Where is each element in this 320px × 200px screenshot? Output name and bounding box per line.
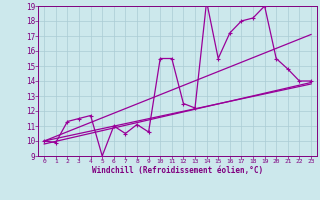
X-axis label: Windchill (Refroidissement éolien,°C): Windchill (Refroidissement éolien,°C) xyxy=(92,166,263,175)
